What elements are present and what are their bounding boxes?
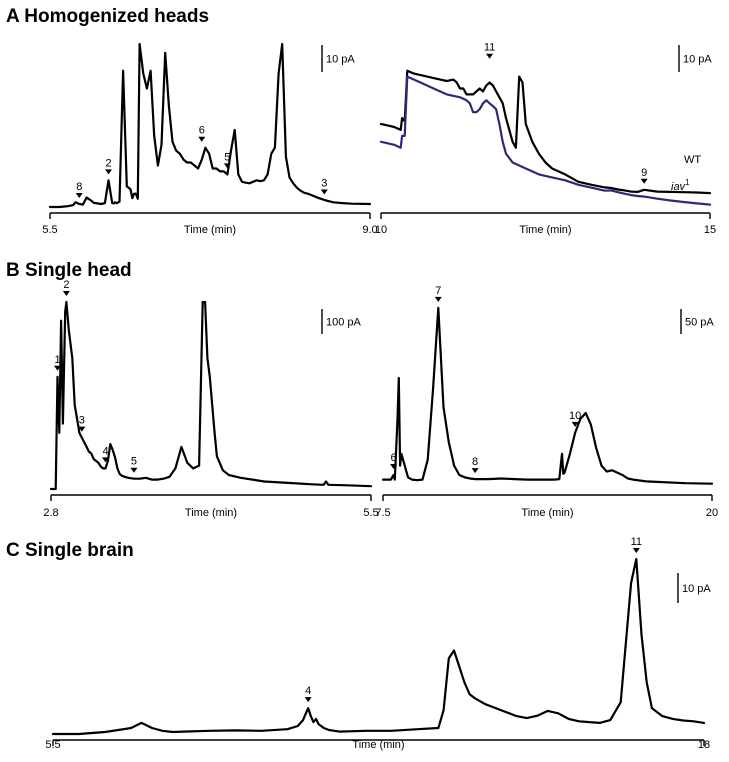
x-tick-label: 9.0 xyxy=(362,224,377,236)
x-axis-label: Time (min) xyxy=(352,739,404,751)
peak-marker xyxy=(223,163,231,169)
chart-a1: 5.5 9.0 Time (min) 10 pA 8 2 6 5 3 xyxy=(42,42,378,236)
peak-marker xyxy=(471,468,479,474)
peak-label: 1 xyxy=(54,354,60,366)
chart-a2: 10 15 Time (min) 10 pA 11 9 WT iav1 xyxy=(375,42,716,236)
x-tick-label: 18 xyxy=(698,739,710,751)
x-tick-label: 5.5 xyxy=(45,739,60,751)
chart-b2: 7.5 20 Time (min) 50 pA 6 7 8 10 xyxy=(375,285,718,519)
scale-bar-label: 10 pA xyxy=(683,54,712,66)
peak-marker xyxy=(198,136,206,142)
scale-bar-label: 10 pA xyxy=(682,583,711,595)
scale-bar-label: 10 pA xyxy=(326,54,355,66)
peak-label: 2 xyxy=(105,157,111,169)
peak-marker xyxy=(102,457,110,463)
x-tick-label: 5.5 xyxy=(363,507,378,519)
series-line-wt xyxy=(379,69,712,195)
peak-label: 4 xyxy=(305,685,311,697)
peak-marker xyxy=(640,178,648,184)
x-axis-label: Time (min) xyxy=(519,224,571,236)
peak-marker xyxy=(304,697,312,703)
peak-label: 4 xyxy=(102,445,108,457)
peak-label: 5 xyxy=(131,456,137,468)
peak-marker xyxy=(54,365,62,371)
legend-label-iav: iav1 xyxy=(671,178,690,193)
panel-b-title: B Single head xyxy=(6,260,132,281)
scale-bar-label: 100 pA xyxy=(326,317,362,329)
peak-marker xyxy=(320,189,328,195)
x-tick-label: 15 xyxy=(704,224,716,236)
peak-label: 10 xyxy=(569,410,581,422)
x-axis-label: Time (min) xyxy=(184,224,236,236)
peak-label: 5 xyxy=(224,151,230,163)
x-tick-label: 7.5 xyxy=(375,507,390,519)
series-line-trace xyxy=(381,306,714,485)
legend-iav-superscript: 1 xyxy=(685,178,690,187)
peak-marker xyxy=(486,53,494,59)
peak-label: 6 xyxy=(199,125,205,137)
peak-label: 8 xyxy=(472,456,478,468)
series-line-trace xyxy=(51,557,706,736)
panel-c-title: C Single brain xyxy=(6,540,134,561)
series-line-trace xyxy=(48,42,372,209)
x-tick-label: 2.8 xyxy=(43,507,58,519)
series-line-iav1 xyxy=(379,75,712,206)
chart-c: 5.5 18 Time (min) 10 pA 4 11 xyxy=(45,536,711,751)
peak-marker xyxy=(130,467,138,473)
peak-label: 3 xyxy=(321,177,327,189)
peak-label: 9 xyxy=(641,167,647,179)
peak-marker xyxy=(62,291,70,296)
peak-label: 11 xyxy=(484,42,495,54)
legend-label-wt: WT xyxy=(684,154,701,166)
x-axis-label: Time (min) xyxy=(521,507,573,519)
legend-iav-name: iav xyxy=(671,181,687,193)
x-tick-label: 20 xyxy=(706,507,718,519)
x-tick-label: 10 xyxy=(375,224,387,236)
peak-label: 8 xyxy=(76,181,82,193)
peak-label: 2 xyxy=(63,279,69,291)
peak-marker xyxy=(105,169,113,175)
peak-label: 7 xyxy=(435,285,441,297)
peak-marker xyxy=(632,548,640,553)
chart-b1: 2.8 5.5 Time (min) 100 pA 1 2 3 4 5 xyxy=(43,279,378,519)
x-tick-label: 5.5 xyxy=(42,224,57,236)
peak-marker xyxy=(571,421,579,427)
peak-marker xyxy=(434,296,442,302)
peak-marker xyxy=(78,426,86,432)
peak-marker xyxy=(75,193,83,199)
peak-label: 6 xyxy=(390,452,396,464)
panel-a-title: A Homogenized heads xyxy=(6,6,209,27)
series-line-trace xyxy=(49,300,373,491)
peak-marker xyxy=(390,463,398,469)
peak-label: 3 xyxy=(79,415,85,427)
x-axis-label: Time (min) xyxy=(185,507,237,519)
peak-label: 11 xyxy=(631,536,642,548)
scale-bar-label: 50 pA xyxy=(685,317,714,329)
